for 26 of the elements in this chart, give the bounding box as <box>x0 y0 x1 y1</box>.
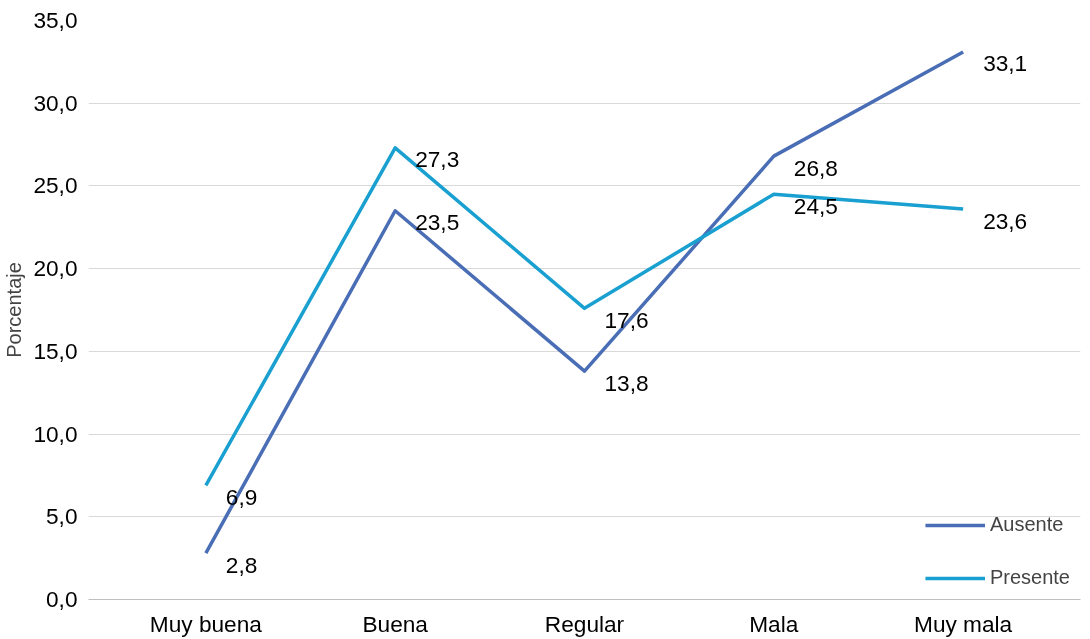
y-tick-label: 15,0 <box>33 337 78 364</box>
line-series <box>204 146 965 488</box>
x-tick-label: Muy buena <box>149 610 263 637</box>
y-tick-label: 5,0 <box>46 503 78 530</box>
y-axis-title: Porcentaje <box>3 262 26 358</box>
line-series <box>204 50 965 555</box>
data-label: 13,8 <box>604 369 649 396</box>
data-label: 23,6 <box>983 207 1028 234</box>
y-tick-label: 20,0 <box>33 255 78 282</box>
y-tick-label: 10,0 <box>33 420 78 447</box>
y-tick-label: 35,0 <box>33 7 78 33</box>
data-label: 26,8 <box>793 154 838 181</box>
x-tick-label: Mala <box>749 610 799 637</box>
data-label: 27,3 <box>415 146 460 173</box>
x-tick-label: Muy mala <box>914 610 1013 637</box>
legend-label: Presente <box>989 566 1070 589</box>
data-label: 24,5 <box>793 192 838 219</box>
y-tick-label: 0,0 <box>46 586 78 612</box>
data-label: 23,5 <box>415 209 460 236</box>
legend-label: Ausente <box>989 513 1064 536</box>
y-tick-label: 30,0 <box>33 89 78 116</box>
data-label: 33,1 <box>983 50 1028 77</box>
y-tick-label: 25,0 <box>33 172 78 199</box>
x-tick-label: Buena <box>362 610 429 637</box>
data-label: 2,8 <box>225 551 258 578</box>
x-tick-label: Regular <box>544 610 625 637</box>
